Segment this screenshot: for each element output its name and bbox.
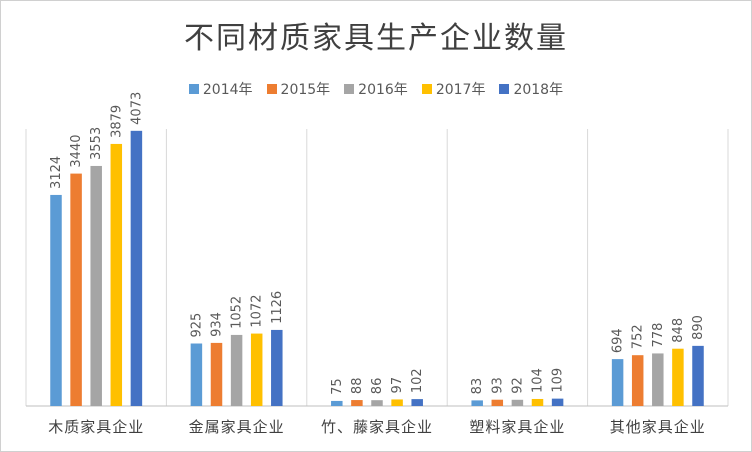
data-label: 86 [370, 378, 385, 395]
bar [371, 400, 383, 406]
bar [90, 165, 102, 406]
bar [692, 345, 704, 406]
bar [531, 398, 544, 406]
bar [611, 359, 624, 406]
bar [230, 334, 243, 406]
data-label: 848 [671, 318, 686, 343]
bar [50, 194, 62, 406]
legend-swatch [188, 84, 199, 94]
data-label: 3124 [49, 156, 64, 189]
data-label: 694 [611, 328, 626, 353]
bar [351, 400, 363, 406]
bar [471, 400, 483, 406]
data-label: 75 [330, 378, 345, 395]
legend-label: 2018年 [513, 82, 564, 98]
data-label: 1072 [250, 294, 265, 327]
legend-item-1: 2014年 [188, 79, 253, 99]
bar [491, 399, 504, 406]
legend: 2014年 2015年 2016年 2017年 2018年 [1, 79, 751, 99]
legend-swatch [266, 84, 277, 94]
category-label: 金属家具企业 [189, 418, 285, 436]
data-label: 3553 [89, 127, 104, 160]
category-label: 其他家具企业 [610, 418, 706, 436]
legend-item-5: 2018年 [499, 79, 563, 99]
legend-swatch [344, 84, 355, 94]
data-label: 778 [651, 323, 666, 348]
legend-swatch [499, 84, 510, 94]
legend-item-3: 2016年 [344, 79, 408, 99]
data-label: 1052 [230, 296, 245, 329]
bar [631, 355, 644, 406]
data-label: 890 [691, 315, 706, 340]
data-label: 925 [189, 313, 204, 338]
category-label: 竹、藤家具企业 [321, 418, 433, 436]
legend-label: 2014年 [202, 82, 253, 98]
bar [331, 400, 343, 406]
data-label: 109 [551, 368, 566, 393]
legend-label: 2015年 [280, 82, 331, 98]
bar [250, 333, 263, 406]
data-label: 93 [490, 377, 505, 394]
data-label: 104 [531, 368, 546, 393]
bar [70, 173, 82, 406]
category-label: 木质家具企业 [48, 418, 144, 436]
legend-swatch [421, 84, 432, 94]
bar [551, 398, 564, 406]
legend-label: 2017年 [435, 82, 486, 98]
data-label: 92 [510, 377, 525, 394]
bar [130, 130, 143, 406]
bar [271, 329, 283, 406]
category-label: 塑料家具企业 [469, 418, 565, 436]
bar [210, 342, 223, 406]
data-label: 4073 [129, 92, 144, 125]
data-label: 88 [350, 378, 365, 395]
bar [110, 143, 123, 406]
bar [190, 343, 203, 406]
bar [411, 399, 423, 406]
bar [511, 399, 524, 406]
data-label: 102 [410, 368, 425, 393]
data-label: 3440 [69, 134, 84, 167]
bar [391, 399, 403, 406]
legend-label: 2016年 [358, 82, 408, 98]
bar [672, 348, 684, 406]
bar [652, 353, 664, 406]
legend-item-2: 2015年 [266, 79, 331, 99]
data-label: 3879 [109, 105, 124, 138]
data-label: 97 [390, 377, 405, 394]
data-label: 1126 [270, 291, 285, 324]
data-label: 83 [470, 378, 485, 395]
data-label: 934 [210, 312, 225, 337]
chart-title: 不同材质家具生产企业数量 [184, 21, 568, 56]
data-label: 752 [631, 324, 646, 349]
legend-item-4: 2017年 [421, 79, 486, 99]
